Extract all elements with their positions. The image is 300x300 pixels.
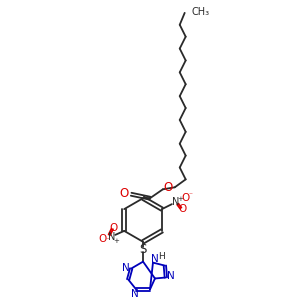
Text: ⁻: ⁻ [189,191,193,200]
Text: N: N [172,197,179,207]
Text: O: O [109,223,117,233]
Text: CH₃: CH₃ [192,7,210,17]
Text: N: N [122,262,130,273]
Text: N: N [131,289,139,299]
Text: ⁻: ⁻ [105,235,109,244]
Text: O: O [98,234,106,244]
Text: S: S [140,243,147,256]
Text: N: N [108,232,115,242]
Text: O: O [182,193,190,203]
Text: O: O [120,187,129,200]
Text: O: O [163,181,172,194]
Text: N: N [151,254,159,264]
Text: N: N [167,272,175,281]
Text: O: O [178,204,187,214]
Text: H: H [158,252,165,261]
Text: +: + [113,238,119,244]
Text: +: + [177,196,183,202]
